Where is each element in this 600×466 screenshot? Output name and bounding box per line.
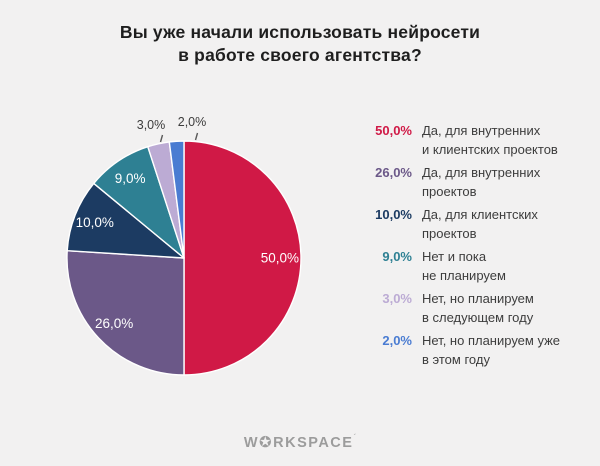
legend-item: 2,0% Нет, но планируем уже в этом году — [366, 331, 586, 369]
legend-label-line: Нет, но планируем уже — [422, 333, 561, 348]
legend-label-line: проектов — [422, 184, 477, 199]
legend-label: Да, для внутренних проектов — [422, 163, 540, 201]
legend-label-line: не планируем — [422, 268, 506, 283]
legend-label-line: в этом году — [422, 352, 490, 367]
legend-label-line: Нет и пока — [422, 249, 487, 264]
workspace-star-icon: ✪ — [259, 434, 274, 451]
legend-label: Нет, но планируем в следующем году — [422, 289, 534, 327]
pie-slice-label: 50,0% — [261, 251, 299, 266]
legend-label-line: проектов — [422, 226, 477, 241]
pie-slice-label-outside: 3,0% — [137, 118, 166, 132]
legend-item: 10,0% Да, для клиентских проектов — [366, 205, 586, 243]
legend-label-line: и клиентских проектов — [422, 142, 558, 157]
logo-text-pre: W — [243, 435, 260, 451]
pie-slice-label: 9,0% — [115, 171, 146, 186]
legend-item: 26,0% Да, для внутренних проектов — [366, 163, 586, 201]
logo-text-post: RKSPACE — [273, 435, 354, 451]
legend-percent: 2,0% — [382, 333, 412, 348]
chart-title: Вы уже начали использовать нейросети в р… — [0, 21, 600, 67]
legend-percent: 26,0% — [375, 165, 412, 180]
legend-label-line: Да, для клиентских — [422, 207, 538, 222]
legend-label-line: в следующем году — [422, 310, 534, 325]
legend-percent: 3,0% — [382, 291, 412, 306]
workspace-logo: W✪RKSPACE´ — [0, 433, 600, 451]
pie-chart: 50,0% 26,0% 10,0% 9,0% 3,0% 2,0% — [66, 115, 302, 376]
logo-trademark-icon: ´ — [353, 433, 357, 442]
chart-title-line-1: Вы уже начали использовать нейросети — [119, 22, 481, 42]
pie-slice-label: 26,0% — [95, 316, 133, 331]
pie-slice-label-outside: 2,0% — [178, 115, 207, 129]
legend-label: Да, для клиентских проектов — [422, 205, 538, 243]
pie-label-tick — [194, 132, 199, 141]
legend-label: Нет, но планируем уже в этом году — [422, 331, 560, 369]
pie-slice-3 — [66, 182, 185, 259]
legend-percent: 10,0% — [375, 207, 412, 222]
chart-title-line-2: в работе своего агентства? — [178, 45, 422, 65]
pie-slice-2 — [66, 250, 185, 376]
legend: 50,0% Да, для внутренних и клиентских про… — [366, 121, 586, 373]
legend-label: Да, для внутренних и клиентских проектов — [422, 121, 558, 159]
legend-label: Нет и пока не планируем — [422, 247, 506, 285]
pie-label-tick — [159, 134, 164, 143]
legend-label-line: Нет, но планируем — [422, 291, 534, 306]
legend-item: 9,0% Нет и пока не планируем — [366, 247, 586, 285]
pie-slice-label: 10,0% — [76, 215, 114, 230]
legend-label-line: Да, для внутренних — [422, 123, 541, 138]
legend-percent: 50,0% — [375, 123, 412, 138]
pie-slice-6 — [168, 140, 185, 259]
pie-slice-1 — [183, 140, 302, 376]
legend-label-line: Да, для внутренних — [422, 165, 541, 180]
legend-percent: 9,0% — [382, 249, 412, 264]
legend-item: 50,0% Да, для внутренних и клиентских про… — [366, 121, 586, 159]
legend-item: 3,0% Нет, но планируем в следующем году — [366, 289, 586, 327]
